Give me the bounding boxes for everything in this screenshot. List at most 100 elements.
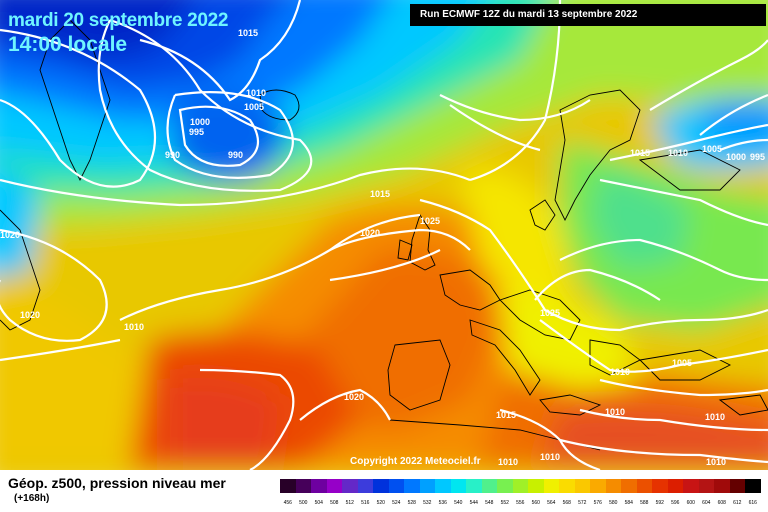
scale-label: 532 [423,500,432,506]
isobar-label: 1010 [498,457,518,467]
isobar-label: 1000 [190,117,210,127]
scale-label: 564 [547,500,556,506]
isobar-label: 1015 [370,189,390,199]
scale-label: 600 [686,500,695,506]
scale-label: 520 [376,500,385,506]
map-caption: Géop. z500, pression niveau mer [8,475,226,491]
isobar-label: 990 [228,150,243,160]
isobar-label: 1015 [496,410,516,420]
scale-label: 540 [454,500,463,506]
scale-label: 596 [671,500,680,506]
isobar-label: 1025 [420,216,440,226]
geopotential-field [0,0,768,470]
isobar-label: 1010 [605,407,625,417]
scale-label: 576 [593,500,602,506]
model-run-banner: Run ECMWF 12Z du mardi 13 septembre 2022 [410,4,766,26]
scale-label: 456 [283,500,292,506]
color-scale [280,479,761,493]
isobar-label: 1010 [124,322,144,332]
scale-label: 580 [609,500,618,506]
isobar-label: 990 [165,150,180,160]
scale-swatch [311,479,327,493]
isobar-label: 1020 [20,310,40,320]
scale-swatch [512,479,528,493]
scale-swatch [683,479,699,493]
scale-swatch [621,479,637,493]
scale-swatch [481,479,497,493]
scale-label: 548 [485,500,494,506]
scale-swatch [714,479,730,493]
scale-swatch [280,479,296,493]
color-scale-labels: 456 500 504 508 512 516 520 524 528 532 536 540 544 5… [280,500,761,506]
isobar-label: 1020 [344,392,364,402]
scale-label: 528 [407,500,416,506]
scale-swatch [543,479,559,493]
isobar-label: 1015 [238,28,258,38]
scale-label: 560 [531,500,540,506]
scale-label: 588 [640,500,649,506]
scale-swatch [466,479,482,493]
scale-label: 544 [469,500,478,506]
forecast-local-time: 14:00 locale [8,33,128,56]
scale-label: 552 [500,500,509,506]
isobar-label: 1005 [672,358,692,368]
scale-label: 604 [702,500,711,506]
scale-label: 536 [438,500,447,506]
lead-time: (+168h) [14,493,50,504]
isobars [0,0,768,470]
scale-swatch [388,479,404,493]
scale-label: 608 [717,500,726,506]
scale-label: 572 [578,500,587,506]
isobar-label: 1010 [246,88,266,98]
forecast-date: mardi 20 septembre 2022 [8,10,229,31]
isobar-label: 1010 [610,367,630,377]
isobar-label: 1025 [540,308,560,318]
isobar-label: 1010 [540,452,560,462]
scale-swatch [435,479,451,493]
scale-swatch [373,479,389,493]
scale-swatch [667,479,683,493]
scale-swatch [528,479,544,493]
isobar-label: 995 [189,127,204,137]
scale-label: 512 [345,500,354,506]
scale-swatch [636,479,652,493]
scale-swatch [559,479,575,493]
scale-swatch [574,479,590,493]
isobar-label: 1010 [705,412,725,422]
isobar-label: 1005 [702,144,722,154]
scale-swatch [326,479,342,493]
scale-swatch [357,479,373,493]
isobar-label: 1000 [726,152,746,162]
scale-swatch [698,479,714,493]
scale-swatch [342,479,358,493]
scale-label: 568 [562,500,571,506]
scale-swatch [729,479,745,493]
copyright-notice: Copyright 2022 Meteociel.fr [350,456,481,467]
scale-label: 556 [516,500,525,506]
scale-label: 524 [392,500,401,506]
scale-swatch [605,479,621,493]
isobar-label: 1020 [0,230,20,240]
scale-label: 584 [624,500,633,506]
isobar-label: 1020 [360,228,380,238]
scale-label: 508 [330,500,339,506]
scale-swatch [652,479,668,493]
scale-swatch [497,479,513,493]
isobar-label: 1010 [706,457,726,467]
scale-label: 612 [733,500,742,506]
scale-label: 616 [748,500,757,506]
isobar-label: 1010 [668,148,688,158]
isobar-label: 995 [750,152,765,162]
scale-swatch [419,479,435,493]
scale-label: 504 [314,500,323,506]
isobar-label: 1015 [630,148,650,158]
scale-swatch [450,479,466,493]
scale-swatch [404,479,420,493]
scale-label: 516 [361,500,370,506]
scale-label: 592 [655,500,664,506]
isobar-label: 1005 [244,102,264,112]
scale-label: 500 [299,500,308,506]
scale-swatch [745,479,761,493]
